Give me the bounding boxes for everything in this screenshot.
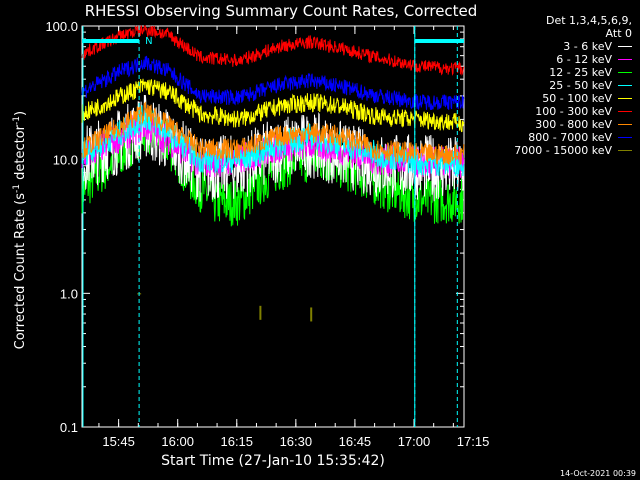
y-tick-label: 100.0 <box>45 19 78 34</box>
y-tick-label: 1.0 <box>60 286 78 301</box>
legend-entry: 300 - 800 keV <box>514 118 632 131</box>
legend-entry: 100 - 300 keV <box>514 105 632 118</box>
footer-timestamp: 14-Oct-2021 00:39 <box>560 469 636 478</box>
legend-swatch <box>618 111 632 112</box>
legend-entry: 12 - 25 keV <box>514 66 632 79</box>
legend-header-2: Att 0 <box>605 27 632 40</box>
x-tick-label: 17:00 <box>398 434 431 449</box>
plot-frame <box>81 25 465 428</box>
legend-label: 6 - 12 keV <box>556 53 612 66</box>
legend-swatch <box>618 137 632 138</box>
legend-label: 100 - 300 keV <box>535 105 612 118</box>
legend-swatch <box>618 98 632 99</box>
x-tick-label: 16:00 <box>161 434 194 449</box>
legend: Det 1,3,4,5,6,9, Att 0 3 - 6 keV 6 - 12 k… <box>514 14 632 157</box>
legend-swatch <box>618 150 632 151</box>
legend-label: 300 - 800 keV <box>535 118 612 131</box>
legend-swatch <box>618 72 632 73</box>
legend-label: 800 - 7000 keV <box>528 131 612 144</box>
legend-header-1: Det 1,3,4,5,6,9, <box>545 14 632 27</box>
legend-entry: 50 - 100 keV <box>514 92 632 105</box>
legend-label: 7000 - 15000 keV <box>514 144 612 157</box>
legend-label: 12 - 25 keV <box>549 66 612 79</box>
series-line-100-300keV <box>81 25 465 77</box>
x-tick-label: 16:45 <box>339 434 372 449</box>
legend-label: 25 - 50 keV <box>549 79 612 92</box>
flag-label: N <box>145 36 152 47</box>
legend-swatch <box>618 46 632 47</box>
y-tick-label: 0.1 <box>60 420 78 435</box>
legend-entry: 7000 - 15000 keV <box>514 144 632 157</box>
series-line-300-800keV <box>81 101 465 165</box>
chart-title: RHESSI Observing Summary Count Rates, Co… <box>84 2 478 20</box>
y-axis-label: Corrected Count Rate (s-1 detector-1) <box>11 110 29 350</box>
legend-label: 3 - 6 keV <box>563 40 612 53</box>
legend-entries: 3 - 6 keV 6 - 12 keV 12 - 25 keV 25 - 50 ke… <box>514 40 632 157</box>
legend-swatch <box>618 59 632 60</box>
legend-label: 50 - 100 keV <box>542 92 612 105</box>
legend-swatch <box>618 85 632 86</box>
flag-bar <box>414 39 464 43</box>
series-line-50-100keV <box>81 78 465 133</box>
y-tick-label: 10.0 <box>53 153 78 168</box>
x-axis-label: Start Time (27-Jan-10 15:35:42) <box>161 453 385 469</box>
legend-swatch <box>618 124 632 125</box>
flag-bar <box>82 39 140 43</box>
x-tick-label: 16:30 <box>280 434 313 449</box>
legend-entry: 6 - 12 keV <box>514 53 632 66</box>
series-line-800-7000keV <box>81 55 465 111</box>
x-tick-label: 16:15 <box>220 434 253 449</box>
legend-entry: 25 - 50 keV <box>514 79 632 92</box>
series-line-25-50keV <box>81 105 465 177</box>
legend-entry: 800 - 7000 keV <box>514 131 632 144</box>
x-tick-label: 17:15 <box>457 434 490 449</box>
x-tick-label: 15:45 <box>102 434 135 449</box>
legend-entry: 3 - 6 keV <box>514 40 632 53</box>
